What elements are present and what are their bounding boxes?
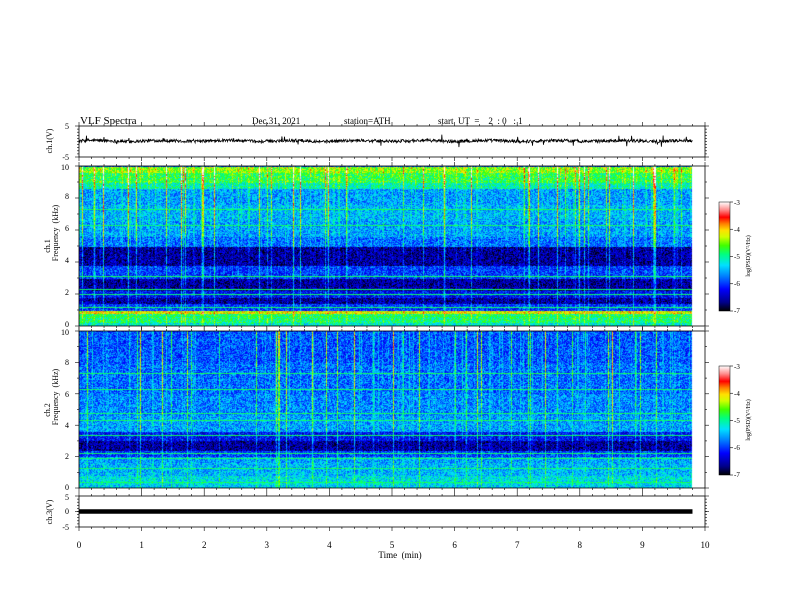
ch3-ylabel: ch.3(V) <box>45 499 54 524</box>
x-tick-10: 10 <box>701 540 711 550</box>
cb1-label: log(PSD)(V²/Hz) <box>745 235 752 276</box>
x-tick-1: 1 <box>139 540 144 550</box>
station-label: station=ATH <box>344 116 391 126</box>
cb1-tick-m6: -6 <box>734 280 740 288</box>
x-tick-9: 9 <box>640 540 645 550</box>
ch2-colorbar-gradient <box>718 365 731 476</box>
ch1-spectrogram-image-holder <box>79 166 705 326</box>
ch1-spectrogram-image <box>79 166 705 326</box>
ch2-frequency-label: Frequency (kHz) <box>51 368 60 425</box>
cb1-tick-m5: -5 <box>734 253 740 261</box>
ch1-channel-label: ch.1 <box>43 239 52 253</box>
x-tick-8: 8 <box>578 540 583 550</box>
x-tick-6: 6 <box>452 540 457 550</box>
ch1-waveform-panel: 5 -5 ch.1(V) <box>45 122 709 162</box>
x-tick-2: 2 <box>202 540 207 550</box>
x-tick-4: 4 <box>327 540 332 550</box>
ch2-colorbar-ticks <box>730 365 733 476</box>
cb1-tick-m3: -3 <box>734 199 740 207</box>
ch1-freq-tick-6: 6 <box>65 224 69 233</box>
ch2-freq-tick-2: 2 <box>65 452 69 461</box>
ch3-waveform-panel: 5 0 -5 ch.3(V) <box>45 492 709 532</box>
ch1-freq-tick-10: 10 <box>61 163 69 172</box>
ch2-freq-tick-0: 0 <box>65 483 69 492</box>
x-tick-0: 0 <box>77 540 82 550</box>
ch1-colorbar-ticks <box>730 201 733 312</box>
x-tick-5: 5 <box>390 540 395 550</box>
date-label: Dec.31, 2021 <box>252 116 300 126</box>
ch1-spectrogram-panel: 0 2 4 6 8 10 ch.1 Frequency (kHz) <box>43 162 709 330</box>
cb2-tick-m3: -3 <box>734 363 740 371</box>
ch2-freq-tick-6: 6 <box>65 390 69 399</box>
ch3-ytick-top: 5 <box>65 493 69 502</box>
ch2-spectrogram-image-holder <box>79 331 705 488</box>
ch3-ytick-mid: 0 <box>65 507 69 516</box>
ch1-frequency-label: Frequency (kHz) <box>51 204 60 261</box>
ch2-colorbar: -3 -4 -5 -6 -7 log(PSD)(V²/Hz) <box>718 363 752 479</box>
cb2-tick-m6: -6 <box>734 444 740 452</box>
ch2-freq-tick-10: 10 <box>61 328 69 337</box>
ch1-ytick-top: 5 <box>65 122 69 131</box>
ch3-ytick-bottom: -5 <box>62 523 69 532</box>
x-axis-label: Time (min) <box>378 550 421 560</box>
ch2-spectrogram-ticks <box>75 327 709 492</box>
ch1-ytick-bottom: -5 <box>62 153 69 162</box>
cb1-tick-m4: -4 <box>734 226 740 234</box>
ch3-waveform-ticks <box>75 492 709 531</box>
ch1-freq-tick-2: 2 <box>65 288 69 297</box>
ch1-freq-tick-8: 8 <box>65 192 69 201</box>
cb2-label: log(PSD)(V²/Hz) <box>745 399 752 440</box>
x-tick-3: 3 <box>265 540 270 550</box>
ch2-freq-tick-4: 4 <box>65 421 69 430</box>
ch1-freq-tick-0: 0 <box>65 320 69 329</box>
ch2-freq-tick-8: 8 <box>65 358 69 367</box>
ch1-waveform-trace <box>78 134 693 148</box>
cb2-tick-m5: -5 <box>734 417 740 425</box>
figure-title: VLF Spectra <box>80 115 137 127</box>
ch1-colorbar-gradient <box>718 201 731 312</box>
cb2-tick-m7: -7 <box>734 471 740 479</box>
ch1-waveform-ticks <box>75 122 709 161</box>
cb1-tick-m7: -7 <box>734 307 740 315</box>
start-ut-label: start UT = 2 : 0 : 1 <box>438 116 523 126</box>
ch2-channel-label: ch.2 <box>43 403 52 417</box>
ch2-spectrogram-panel: 0 2 4 6 8 10 ch.2 Frequency (kHz) <box>43 327 709 492</box>
x-tick-7: 7 <box>515 540 520 550</box>
ch1-ylabel: ch.1(V) <box>45 128 54 153</box>
ch1-colorbar: -3 -4 -5 -6 -7 log(PSD)(V²/Hz) <box>718 199 752 315</box>
cb2-tick-m4: -4 <box>734 390 740 398</box>
time-axis: 0 1 2 3 4 5 6 7 8 9 10 Time (min) <box>77 540 710 560</box>
ch2-spectrogram-image <box>79 331 705 488</box>
ch1-freq-tick-4: 4 <box>65 256 69 265</box>
